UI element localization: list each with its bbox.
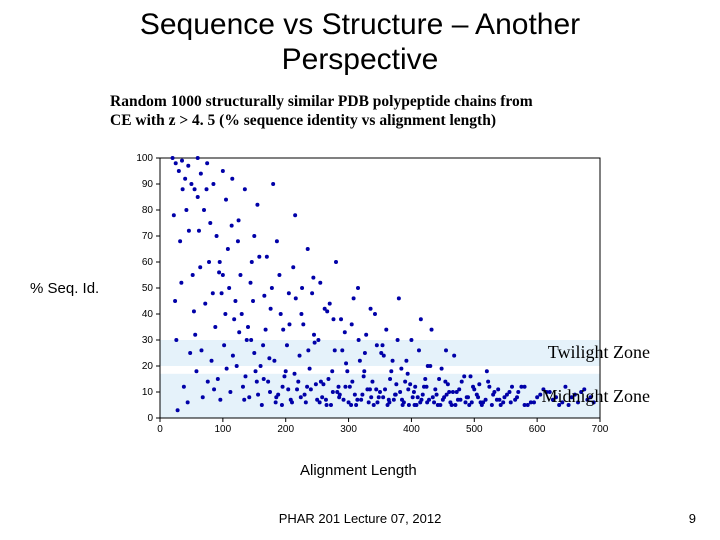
footer-text: PHAR 201 Lecture 07, 2012 bbox=[0, 511, 720, 526]
svg-text:10: 10 bbox=[142, 387, 154, 398]
svg-text:50: 50 bbox=[142, 283, 154, 294]
svg-text:90: 90 bbox=[142, 179, 154, 190]
svg-text:600: 600 bbox=[529, 424, 546, 435]
subtitle-line-1: Random 1000 structurally similar PDB pol… bbox=[110, 93, 533, 110]
svg-text:0: 0 bbox=[147, 413, 153, 424]
twilight-zone-label: Twilight Zone bbox=[548, 342, 650, 363]
svg-text:70: 70 bbox=[142, 231, 154, 242]
page-number: 9 bbox=[689, 511, 696, 526]
svg-text:500: 500 bbox=[466, 424, 483, 435]
y-axis-label: % Seq. Id. bbox=[30, 280, 99, 297]
midnight-zone-label: Midnight Zone bbox=[542, 386, 651, 407]
svg-text:300: 300 bbox=[340, 424, 357, 435]
svg-text:100: 100 bbox=[136, 153, 153, 164]
svg-text:60: 60 bbox=[142, 257, 154, 268]
svg-text:40: 40 bbox=[142, 309, 154, 320]
svg-text:20: 20 bbox=[142, 361, 154, 372]
svg-text:200: 200 bbox=[277, 424, 294, 435]
svg-text:0: 0 bbox=[157, 424, 163, 435]
subtitle-line-2: CE with z > 4. 5 (% sequence identity vs… bbox=[110, 112, 496, 129]
title-line-1: Sequence vs Structure – Another bbox=[140, 8, 580, 41]
svg-text:30: 30 bbox=[142, 335, 154, 346]
slide-title: Sequence vs Structure – Another Perspect… bbox=[0, 0, 720, 77]
slide-subtitle: Random 1000 structurally similar PDB pol… bbox=[110, 92, 650, 131]
svg-text:400: 400 bbox=[403, 424, 420, 435]
title-line-2: Perspective bbox=[282, 43, 439, 76]
svg-text:100: 100 bbox=[215, 424, 232, 435]
svg-text:700: 700 bbox=[592, 424, 609, 435]
x-axis-label: Alignment Length bbox=[300, 462, 417, 479]
svg-text:80: 80 bbox=[142, 205, 154, 216]
